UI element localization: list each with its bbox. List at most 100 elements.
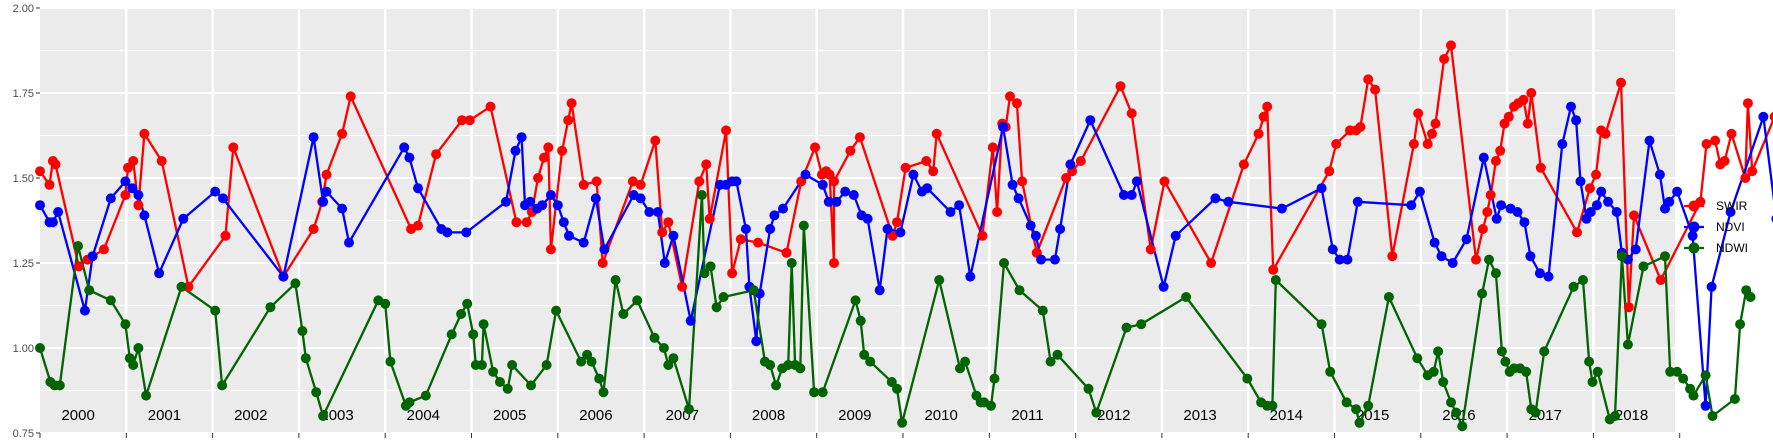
data-point-swir [1253, 128, 1264, 139]
data-point-ndvi [1491, 213, 1502, 224]
y-tick-label: 0.75 [13, 428, 34, 440]
data-point-swir [597, 258, 608, 268]
data-point-swir [1439, 54, 1450, 64]
data-point-ndwi [705, 261, 716, 272]
data-point-swir [677, 281, 688, 292]
data-point-ndvi [751, 336, 762, 347]
year-label: 2003 [320, 407, 353, 424]
data-point-ndvi [1007, 179, 1018, 190]
legend-key-swir [1688, 200, 1700, 212]
data-point-swir [704, 213, 715, 224]
data-point-ndwi [1383, 292, 1394, 302]
data-point-swir [139, 128, 150, 139]
data-point-ndvi [1461, 234, 1472, 245]
data-point-swir [854, 132, 865, 143]
data-point-ndwi [1052, 349, 1063, 360]
data-point-swir [1355, 122, 1366, 132]
data-point-swir [1061, 173, 1072, 183]
data-point-ndvi [442, 227, 453, 238]
y-tick-label: 1.75 [13, 88, 34, 100]
data-point-ndvi [552, 200, 563, 211]
data-point-ndvi [35, 200, 45, 211]
data-point-swir [1655, 275, 1666, 285]
data-point-ndwi [318, 411, 329, 421]
data-point-swir [1430, 118, 1441, 129]
data-point-ndwi [54, 380, 65, 391]
data-point-ndvi [1596, 186, 1607, 197]
data-point-ndvi [1630, 244, 1641, 255]
data-point-ndvi [87, 251, 98, 262]
data-point-ndvi [882, 224, 893, 234]
data-point-ndvi [659, 258, 670, 268]
data-point-swir [845, 145, 856, 156]
data-point-ndvi [1223, 196, 1234, 207]
data-point-swir [1495, 145, 1506, 156]
data-point-swir [1075, 156, 1086, 166]
year-label: 2018 [1615, 407, 1648, 424]
data-point-swir [1742, 98, 1753, 109]
data-point-ndwi [380, 298, 391, 309]
data-point-ndwi [133, 343, 144, 353]
data-point-ndwi [1490, 268, 1501, 279]
data-point-ndvi [1429, 237, 1440, 248]
data-point-swir [810, 142, 820, 153]
data-point-ndwi [468, 329, 479, 340]
data-point-swir [337, 128, 348, 139]
data-point-swir [1726, 128, 1737, 139]
data-point-swir [1740, 173, 1751, 183]
data-point-ndwi [1325, 366, 1336, 377]
data-point-ndwi [765, 360, 776, 370]
data-point-ndvi [1700, 400, 1711, 411]
data-point-ndwi [886, 377, 897, 387]
data-point-ndwi [1672, 366, 1683, 377]
data-point-swir [1584, 183, 1595, 194]
data-point-swir [1363, 74, 1374, 85]
data-point-swir [228, 142, 239, 153]
data-point-ndwi [311, 387, 322, 398]
data-point-swir [1408, 139, 1419, 149]
year-label: 2002 [234, 407, 267, 424]
data-point-ndvi [1654, 169, 1665, 180]
data-point-ndwi [960, 356, 971, 367]
year-label: 2005 [493, 407, 526, 424]
data-point-ndwi [586, 356, 597, 367]
data-point-ndwi [1665, 366, 1676, 377]
data-point-swir [521, 217, 532, 228]
data-point-ndvi [1316, 183, 1327, 194]
data-point-swir [1518, 94, 1529, 105]
data-point-swir [321, 169, 332, 180]
data-point-ndvi [652, 207, 663, 217]
data-point-swir [987, 142, 998, 153]
data-point-ndwi [541, 360, 552, 370]
data-point-swir [578, 179, 589, 190]
data-point-ndwi [476, 360, 487, 370]
data-point-ndwi [1745, 292, 1756, 302]
data-point-ndvi [1342, 254, 1353, 265]
data-point-swir [1769, 112, 1773, 122]
data-point-ndvi [1210, 193, 1221, 204]
data-point-ndvi [840, 186, 851, 197]
data-point-swir [900, 162, 911, 173]
year-label: 2014 [1270, 407, 1303, 424]
data-point-ndvi [1030, 230, 1041, 241]
data-point-ndwi [1484, 254, 1494, 265]
data-point-ndvi [590, 193, 601, 204]
data-point-ndvi [218, 193, 228, 204]
data-point-ndvi [525, 196, 536, 207]
data-point-ndvi [558, 217, 569, 228]
data-point-ndwi [1457, 421, 1468, 432]
data-point-swir [992, 207, 1003, 217]
y-axis: 0.75 1.00 1.25 1.50 1.75 2.00 [13, 3, 40, 440]
data-point-ndwi [404, 397, 415, 408]
data-point-swir [1159, 176, 1170, 187]
data-point-ndvi [154, 268, 165, 279]
data-point-ndvi [461, 227, 472, 238]
data-point-swir [1446, 40, 1456, 51]
data-point-ndwi [955, 363, 965, 374]
data-point-ndvi [344, 237, 354, 248]
data-point-ndwi [855, 315, 866, 326]
data-point-ndwi [576, 356, 587, 367]
legend-key-ndvi [1688, 221, 1700, 233]
data-point-ndwi [1707, 411, 1718, 421]
year-label: 2012 [1097, 407, 1130, 424]
